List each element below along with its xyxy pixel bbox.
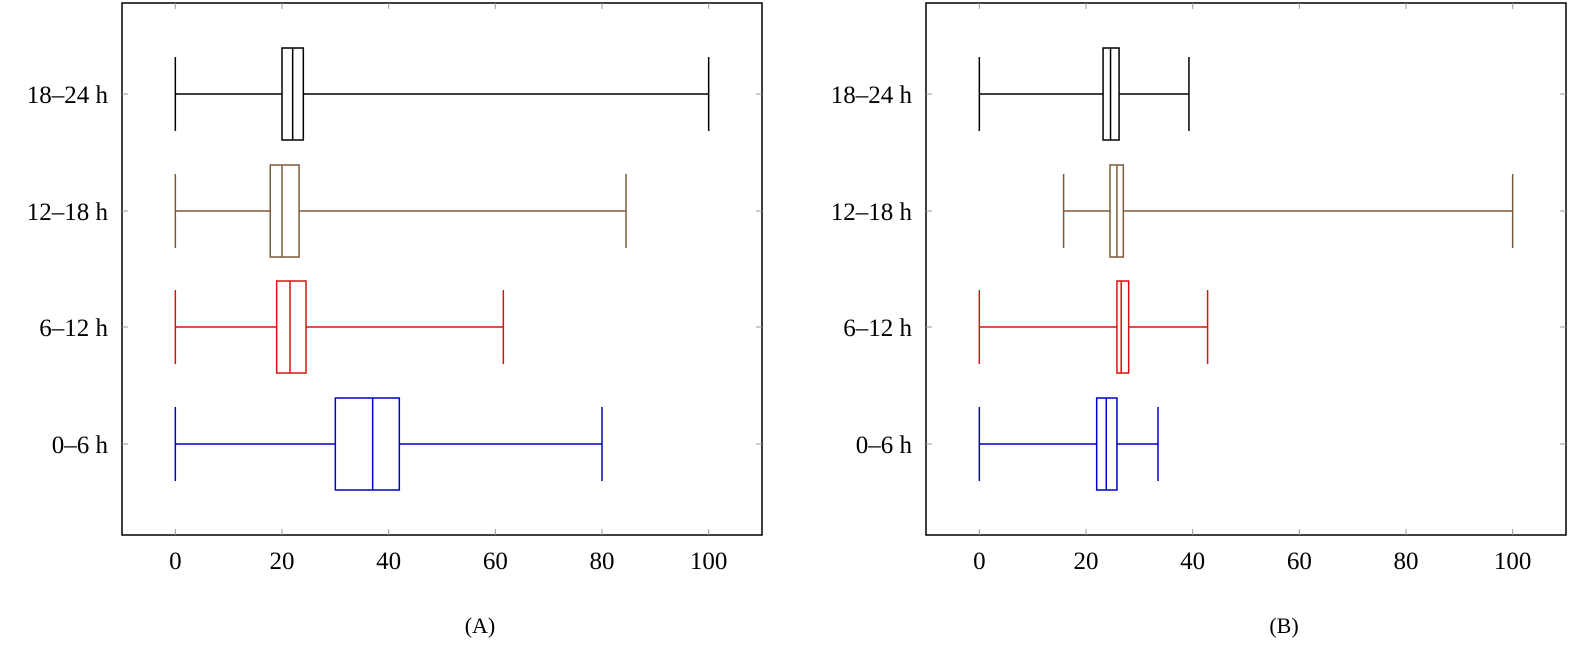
chart-panel-2: 0 20 40 60 80 100 0–6 h 6–12 h 12–18 h 18–24 h (B) xyxy=(831,2,1567,638)
y-tick-label: 0–6 h xyxy=(856,432,913,459)
y-tick-label: 6–12 h xyxy=(843,315,912,342)
boxplot-3 xyxy=(174,47,710,141)
y-tick-label: 12–18 h xyxy=(27,199,109,226)
boxplot-1 xyxy=(978,280,1209,374)
x-tick-label: 40 xyxy=(1180,548,1205,575)
y-tick-label: 0–6 h xyxy=(52,432,109,459)
iqr-box xyxy=(269,164,300,258)
y-tick-label: 18–24 h xyxy=(831,82,913,109)
x-tick-label: 100 xyxy=(690,548,728,575)
x-tick-label: 20 xyxy=(1074,548,1099,575)
x-tick-label: 0 xyxy=(973,548,986,575)
x-tick-label: 60 xyxy=(483,548,508,575)
x-tick-label: 0 xyxy=(169,548,182,575)
iqr-box xyxy=(334,397,401,491)
plot-frame xyxy=(925,2,1567,536)
y-tick-label: 6–12 h xyxy=(39,315,108,342)
boxplot-0 xyxy=(174,397,603,491)
x-tick-label: 60 xyxy=(1287,548,1312,575)
boxplot-0 xyxy=(978,397,1159,491)
boxplot-3 xyxy=(978,47,1190,141)
y-tick-label: 12–18 h xyxy=(831,199,913,226)
panel-label: (B) xyxy=(1269,613,1298,638)
x-tick-label: 100 xyxy=(1494,548,1532,575)
x-tick-label: 80 xyxy=(1394,548,1419,575)
y-tick-label: 18–24 h xyxy=(27,82,109,109)
boxplot-2 xyxy=(174,164,627,258)
boxplot-2 xyxy=(1062,164,1514,258)
iqr-box xyxy=(275,280,307,374)
x-tick-label: 20 xyxy=(270,548,295,575)
x-tick-label: 80 xyxy=(590,548,615,575)
boxplot-1 xyxy=(174,280,505,374)
panel-label: (A) xyxy=(465,613,496,638)
chart-panel-1: 0 20 40 60 80 100 0–6 h 6–12 h 12–18 h 18–24 h (A) xyxy=(27,2,763,638)
plot-frame xyxy=(121,2,763,536)
x-tick-label: 40 xyxy=(376,548,401,575)
iqr-box xyxy=(1116,280,1130,374)
